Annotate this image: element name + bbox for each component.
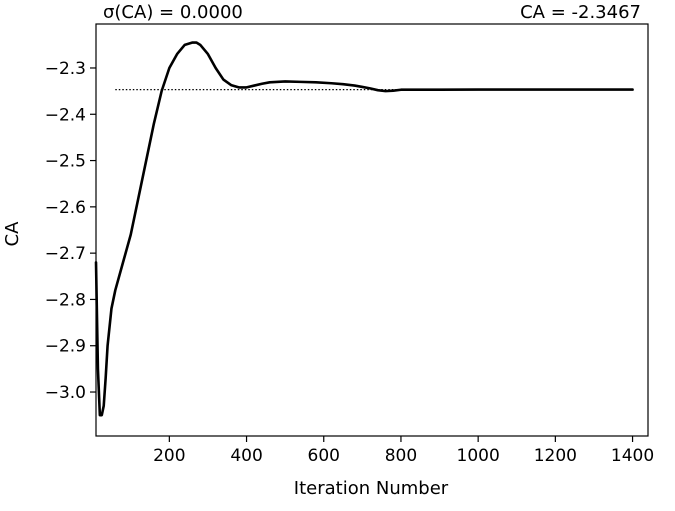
x-tick-label: 1200 — [534, 446, 577, 466]
y-tick-label: −2.4 — [45, 105, 86, 125]
sigma-ca-label: σ(CA) = 0.0000 — [103, 2, 243, 23]
y-tick-label: −3.0 — [45, 383, 86, 403]
x-axis-title: Iteration Number — [294, 478, 449, 499]
series-layer — [94, 41, 634, 417]
series-line-0 — [94, 41, 634, 417]
x-axis-ticks: 200 400 600 800 1000 1200 1400 — [153, 436, 654, 466]
y-axis-title: CA — [2, 221, 23, 247]
y-tick-label: −2.3 — [45, 59, 86, 79]
y-tick-label: −2.8 — [45, 290, 86, 310]
ca-value-label: CA = -2.3467 — [520, 2, 641, 23]
plot-frame — [95, 23, 649, 437]
y-tick-label: −2.9 — [45, 337, 86, 357]
x-tick-label: 1400 — [611, 446, 654, 466]
y-axis-ticks: −3.0 −2.9 −2.8 −2.7 −2.6 −2.5 −2.4 −2.3 — [45, 59, 96, 403]
y-tick-label: −2.7 — [45, 244, 86, 264]
x-tick-label: 800 — [385, 446, 417, 466]
x-tick-label: 600 — [308, 446, 340, 466]
y-tick-label: −2.5 — [45, 152, 86, 172]
x-tick-label: 1000 — [457, 446, 500, 466]
x-tick-label: 400 — [230, 446, 262, 466]
x-tick-label: 200 — [153, 446, 185, 466]
y-tick-label: −2.6 — [45, 198, 86, 218]
